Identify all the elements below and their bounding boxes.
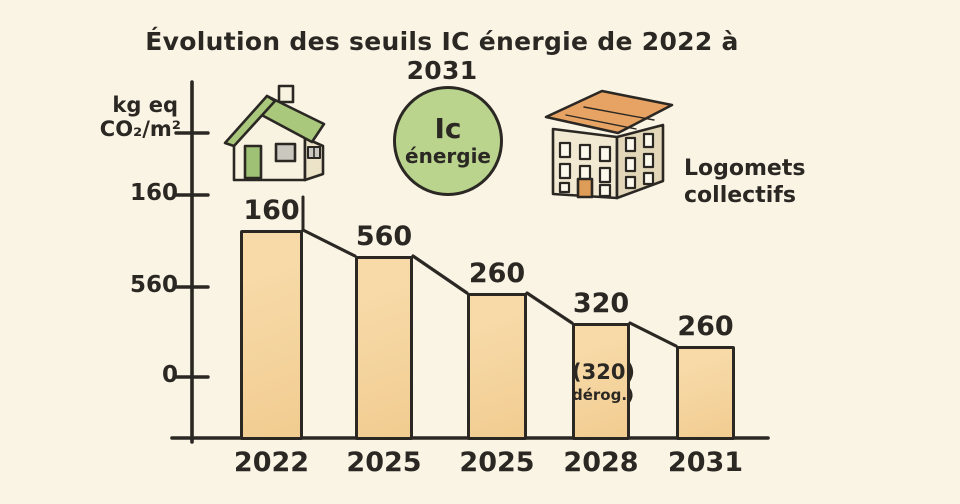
- x-axis-year-label: 2025: [459, 447, 535, 478]
- bar-2025-1: [355, 256, 413, 440]
- x-axis-year-label: 2025: [346, 447, 422, 478]
- building-caption: Logomets collectifs: [684, 156, 805, 210]
- bar-value-label: 560: [355, 221, 413, 252]
- trend-connector-line: [628, 321, 678, 348]
- ic-energie-badge: Ic énergie: [393, 86, 503, 196]
- bar-2028-3: [572, 323, 630, 440]
- y-axis-unit-line2: CO₂/m²: [99, 117, 181, 141]
- x-axis-year-label: 2022: [233, 447, 310, 478]
- bar-2025-2: [467, 293, 527, 440]
- bar-value-label: 320: [572, 288, 630, 319]
- x-axis-year-label: 2031: [667, 447, 744, 478]
- building-caption-line1: Logomets: [684, 156, 806, 181]
- trend-connector-line: [525, 291, 574, 325]
- y-axis-unit-line1: kg eq: [112, 93, 178, 117]
- y-tick-label: 560: [129, 272, 178, 298]
- bar-value-label: 260: [677, 311, 734, 342]
- bar-value-label: 260: [468, 258, 526, 289]
- annotation-line1: (320): [572, 360, 636, 384]
- badge-label-line1: Ic: [434, 112, 462, 146]
- badge-label-line2: énergie: [405, 143, 491, 168]
- house-icon: [223, 84, 326, 182]
- building-caption-line2: collectifs: [684, 182, 796, 208]
- derogation-annotation: (320) dérog.): [572, 360, 636, 405]
- bar-2031-4: [676, 346, 735, 440]
- x-axis-year-label: 2028: [563, 447, 639, 478]
- annotation-line2: dérog.): [572, 386, 634, 405]
- apartment-building-icon: [544, 89, 674, 200]
- bar-value-label: 160: [243, 195, 300, 226]
- y-tick-label: 160: [129, 180, 178, 206]
- trend-connector-line: [301, 228, 357, 258]
- chart-title: Évolution des seuils IC énergie de 2022 …: [145, 27, 739, 85]
- bar-2022-0: [240, 230, 303, 440]
- y-tick-label: 0: [161, 362, 178, 388]
- trend-connector-line: [411, 254, 469, 295]
